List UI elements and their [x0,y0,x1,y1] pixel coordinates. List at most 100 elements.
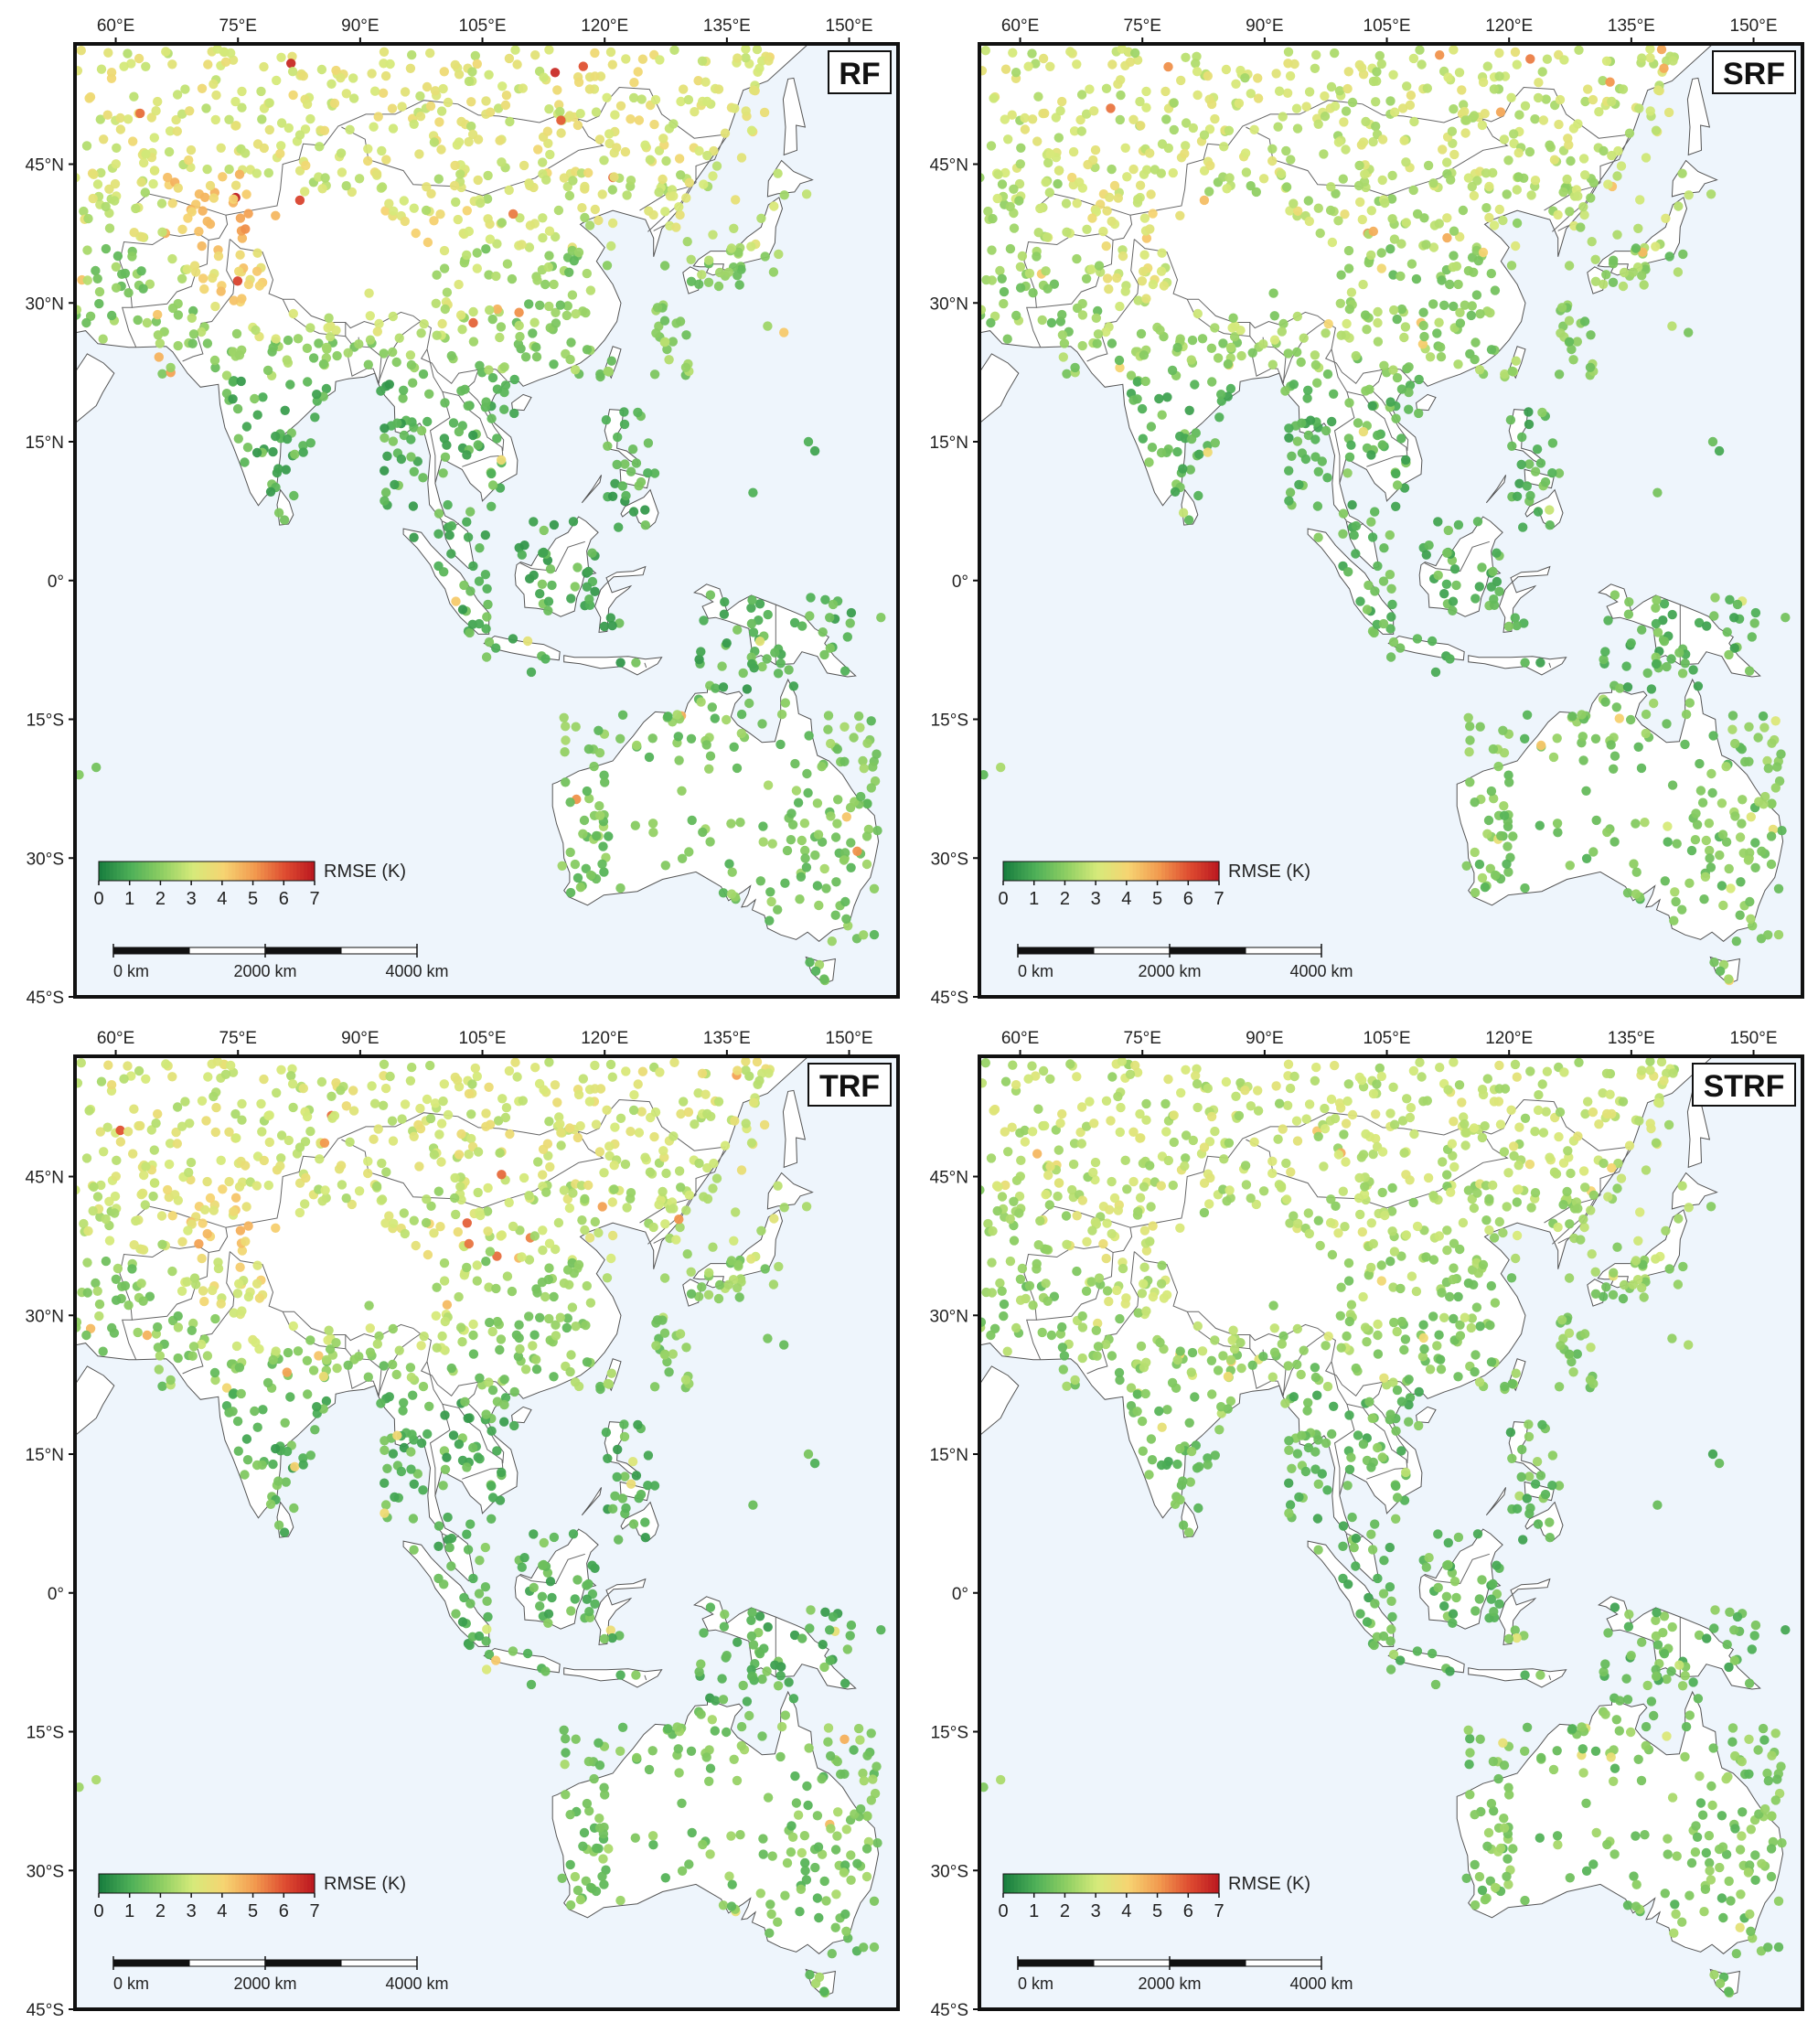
station-point [661,1873,670,1882]
station-point [583,1579,593,1589]
station-point [1310,1363,1320,1372]
station-point [632,458,641,467]
station-point [1297,419,1306,428]
station-point [443,1300,452,1310]
legend-tick-label: 2 [155,889,166,909]
station-point [860,764,869,773]
station-point [380,348,389,358]
station-point [201,103,210,112]
station-point [433,331,442,340]
station-point [243,1221,252,1230]
station-point [1600,1659,1609,1668]
station-point [638,1067,647,1076]
station-point [804,437,813,446]
station-point [1211,438,1220,447]
station-point [681,1343,690,1352]
station-point [1324,319,1333,328]
station-point [269,1355,278,1364]
station-point [1028,1300,1037,1310]
station-point [1588,847,1598,856]
station-point [1736,1923,1745,1932]
station-point [153,310,162,319]
station-point [1170,1138,1179,1147]
station-point [538,213,547,222]
scale-bar-label: 2000 km [233,962,296,980]
station-point [322,343,331,352]
station-point [831,911,840,920]
station-point [206,1193,215,1203]
station-point [1316,229,1325,238]
station-point [700,78,710,87]
station-point [724,859,733,868]
station-point [1193,491,1203,500]
lon-tick-label: 150°E [826,1029,873,1048]
station-point [77,1058,86,1067]
lat-tick-label: 15°S [931,712,968,731]
station-point [743,1696,752,1706]
station-point [717,661,726,670]
station-point [988,275,997,284]
station-point [1333,1228,1342,1237]
station-point [1625,1141,1634,1150]
station-point [1377,248,1386,257]
station-point [1413,209,1422,219]
station-point [1534,1519,1543,1528]
station-point [1385,1108,1395,1118]
station-point [1531,176,1540,185]
station-point [1523,481,1532,490]
station-point [681,330,690,339]
station-point [449,1430,458,1439]
station-point [1147,422,1156,431]
station-point [1509,129,1518,138]
lon-tick-label: 135°E [1608,16,1655,36]
station-point [157,1382,166,1391]
station-point [648,1840,658,1849]
station-point [499,405,508,414]
station-point [406,1447,415,1456]
station-point [561,1734,570,1743]
station-point [583,1357,592,1366]
station-point [1470,355,1479,364]
station-point [174,1354,183,1363]
station-point [1406,1103,1416,1112]
station-point [1748,632,1757,641]
station-point [1662,1675,1671,1684]
station-point [1706,862,1716,872]
station-point [688,816,697,825]
station-point [781,698,790,707]
station-point [594,216,603,225]
station-point [786,1821,796,1830]
station-point [1011,311,1021,320]
station-point [1556,1108,1565,1117]
station-point [1736,911,1745,920]
station-point [768,839,777,848]
station-point [1415,1387,1424,1397]
station-point [1286,1084,1295,1093]
station-point [1592,816,1601,825]
station-point [764,780,773,789]
station-point [1612,171,1621,180]
station-point [1490,220,1499,230]
station-point [1673,839,1682,848]
station-point [1464,713,1473,722]
station-point [592,107,601,116]
station-point [1231,1092,1240,1101]
station-point [747,1632,756,1641]
station-point [252,1279,262,1289]
station-point [1364,385,1374,394]
station-point [310,1425,319,1434]
station-point [1358,215,1367,224]
station-point [234,434,243,444]
station-point [1607,740,1616,749]
station-point [1391,502,1400,511]
station-point [1568,1367,1577,1376]
station-point [1338,1542,1347,1551]
station-point [1010,223,1019,232]
station-point [217,1156,226,1165]
station-point [1339,175,1348,184]
station-point [1507,442,1516,451]
station-point [987,1153,996,1162]
station-point [112,284,121,293]
station-point [629,507,638,516]
